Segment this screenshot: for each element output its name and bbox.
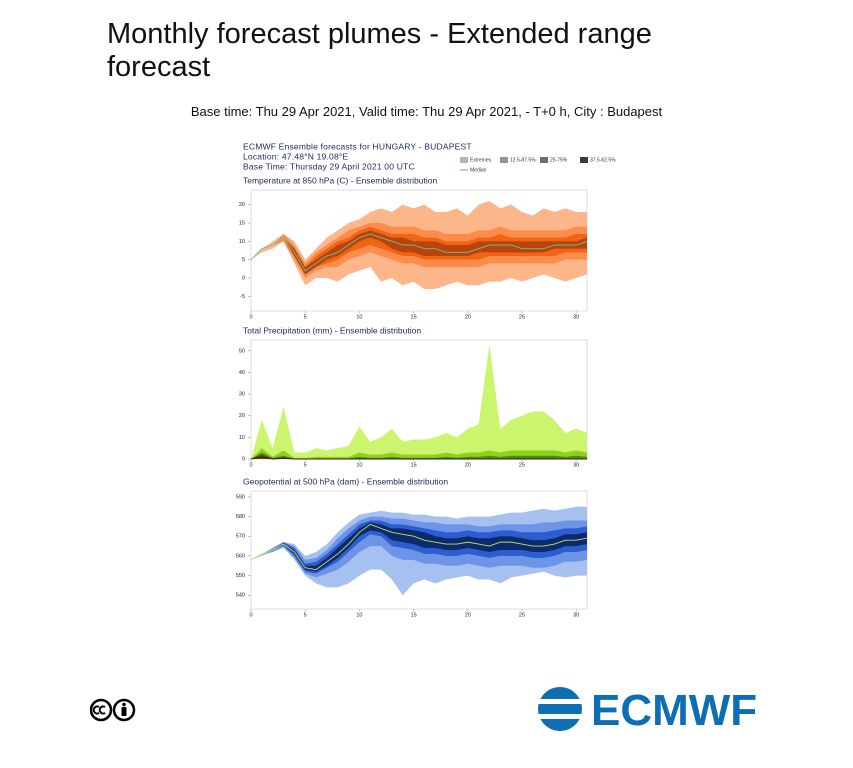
page-title: Monthly forecast plumes - Extended range… [107,18,652,83]
legend-swatch [500,157,508,163]
by-body [121,707,127,716]
cc-circle [90,698,113,722]
x-tick-label: 15 [411,314,417,320]
chart-header: ECMWF Ensemble forecasts for HUNGARY - B… [243,141,472,151]
ensemble-band [251,452,587,459]
chart-title: Temperature at 850 hPa (C) - Ensemble di… [243,175,437,185]
x-tick-label: 5 [304,314,307,320]
x-tick-label: 10 [356,462,362,468]
y-tick-label: 30 [239,392,245,398]
y-tick-label: 590 [236,494,245,500]
plume-charts: ECMWF Ensemble forecasts for HUNGARY - B… [236,141,616,618]
legend-label: 25-75% [550,157,568,163]
y-tick-label: 10 [239,239,245,245]
chart-title: Geopotential at 500 hPa (dam) - Ensemble… [243,476,448,486]
logo-stripe [538,699,582,704]
y-tick-label: 20 [239,202,245,208]
ensemble-band [251,522,587,572]
y-tick-label: 50 [239,348,245,354]
ensemble-band [251,230,587,275]
logo: ECMWF [538,686,757,735]
by-head [122,702,126,707]
legend-swatch [540,157,548,163]
x-tick-label: 0 [249,612,252,618]
y-tick-label: 40 [239,370,245,376]
legend-swatch [460,157,468,163]
x-tick-label: 30 [573,314,579,320]
y-tick-label: 580 [236,514,245,520]
y-tick-label: 10 [239,435,245,441]
legend-label: 12.5-87.5% [510,157,536,163]
median-line [250,233,588,272]
logo-text: ECMWF [591,686,757,735]
y-tick-label: 560 [236,553,245,559]
y-tick-label: 0 [242,456,245,462]
x-tick-label: 25 [519,462,525,468]
x-tick-label: 20 [465,314,471,320]
x-tick-label: 20 [465,612,471,618]
median-line [250,456,587,460]
cc-letters [92,705,106,715]
x-tick-label: 20 [465,462,471,468]
y-tick-label: 5 [242,257,245,263]
y-tick-label: 540 [236,593,245,599]
legend-label: 37.5-62.5% [590,157,616,163]
logo-stripe [538,714,582,719]
ensemble-band [251,448,587,459]
logo-symbol [538,687,582,731]
chart-header: Base Time: Thursday 29 April 2021 00 UTC [243,161,415,171]
x-tick-label: 5 [304,462,307,468]
x-tick-label: 10 [356,314,362,320]
median-line [250,523,588,571]
y-tick-label: 20 [239,413,245,419]
x-tick-label: 15 [411,612,417,618]
legend-swatch [580,157,588,163]
legend-label: Median [470,167,487,173]
y-tick-label: 550 [236,573,245,579]
y-tick-label: 570 [236,534,245,540]
legend-label: Extremes [470,157,492,163]
x-tick-label: 30 [573,462,579,468]
x-tick-label: 25 [519,612,525,618]
chart-header: Location: 47.48°N 19.08°E [243,151,348,161]
x-tick-label: 5 [304,612,307,618]
x-tick-label: 0 [249,314,252,320]
x-tick-label: 10 [356,612,362,618]
y-tick-label: -5 [240,294,245,300]
ensemble-band [251,344,587,459]
x-tick-label: 15 [411,462,417,468]
chart-title: Total Precipitation (mm) - Ensemble dist… [243,325,421,335]
license-icon [90,698,136,722]
x-tick-label: 0 [249,462,252,468]
ensemble-band [251,520,587,574]
x-tick-label: 30 [573,612,579,618]
x-tick-label: 25 [519,314,525,320]
page-subtitle: Base time: Thu 29 Apr 2021, Valid time: … [190,104,663,119]
y-tick-label: 0 [242,275,245,281]
y-tick-label: 15 [239,220,245,226]
